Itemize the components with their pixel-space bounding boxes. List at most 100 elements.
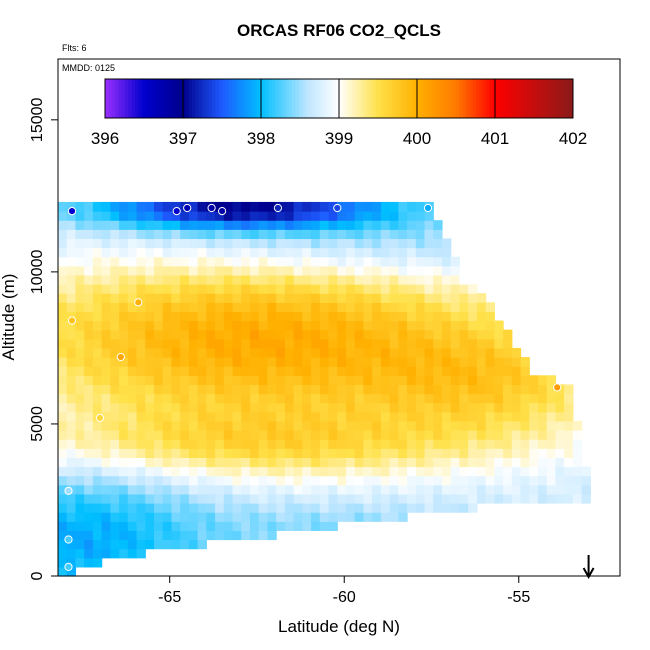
heatmap-cell [145, 293, 155, 303]
colorbar-swatch [128, 79, 133, 118]
heatmap-cell [468, 384, 478, 395]
heatmap-cell [101, 256, 111, 267]
heatmap-cell [433, 402, 443, 413]
heatmap-cell [284, 411, 295, 422]
heatmap-cell [206, 220, 216, 230]
heatmap-cell [119, 430, 129, 440]
heatmap-cell [363, 220, 373, 230]
heatmap-cell [293, 439, 303, 449]
heatmap-cell [572, 475, 583, 486]
heatmap-cell [363, 256, 373, 267]
heatmap-cell [407, 439, 417, 449]
heatmap-cell [328, 402, 338, 413]
heatmap-cell [171, 329, 181, 340]
heatmap-cell [162, 247, 173, 258]
heatmap-cell [468, 293, 478, 303]
heatmap-cell [162, 539, 173, 550]
heatmap-cell [215, 274, 225, 285]
heatmap-cell [267, 466, 277, 477]
heatmap-cell [424, 402, 434, 413]
heatmap-cell [441, 311, 452, 322]
heatmap-cell [127, 420, 138, 431]
colorbar-swatch [308, 79, 313, 118]
heatmap-cell [459, 457, 469, 468]
heatmap-cell [249, 220, 260, 230]
colorbar-swatch [108, 79, 113, 118]
heatmap-cell [337, 238, 347, 249]
colorbar-swatch [298, 79, 303, 118]
heatmap-cell [537, 484, 548, 495]
heatmap-cell [162, 384, 173, 395]
heatmap-cell [101, 439, 111, 449]
heatmap-cell [363, 512, 373, 522]
heatmap-cell [101, 274, 111, 285]
heatmap-cell [180, 393, 190, 404]
heatmap-cell [476, 402, 487, 413]
heatmap-cell [581, 466, 591, 477]
heatmap-cell [372, 393, 382, 404]
heatmap-cell [249, 347, 260, 358]
heatmap-cell [267, 503, 277, 513]
heatmap-cell [153, 366, 164, 376]
heatmap-cell [433, 347, 443, 358]
heatmap-cell [319, 393, 330, 404]
heatmap-cell [241, 338, 251, 349]
heatmap-cell [276, 366, 286, 376]
heatmap-cell [345, 448, 356, 458]
heatmap-cell [450, 293, 461, 303]
heatmap-cell [171, 284, 181, 294]
heatmap-cell [127, 366, 138, 376]
heatmap-cell [485, 457, 495, 468]
colorbar-swatch [339, 79, 343, 118]
heatmap-cell [153, 357, 164, 367]
heatmap-cell [241, 521, 251, 531]
heatmap-cell [372, 430, 382, 440]
heatmap-cell [206, 411, 216, 422]
heatmap-cell [459, 329, 469, 340]
observation-point [116, 352, 125, 362]
heatmap-cell [311, 493, 321, 504]
heatmap-cell [180, 338, 190, 349]
heatmap-cell [485, 475, 495, 486]
heatmap-cell [267, 320, 277, 331]
heatmap-cell [249, 484, 260, 495]
heatmap-cell [345, 512, 356, 522]
heatmap-cell [66, 530, 77, 541]
heatmap-cell [171, 220, 181, 230]
heatmap-cell [267, 201, 277, 212]
heatmap-cell [92, 430, 103, 440]
heatmap-cell [537, 448, 548, 458]
heatmap-cell [249, 512, 260, 522]
heatmap-cell [232, 274, 242, 285]
heatmap-cell [319, 366, 330, 376]
colorbar-swatch [506, 79, 510, 118]
heatmap-cell [433, 256, 443, 267]
heatmap-cell [450, 357, 461, 367]
heatmap-cell [58, 475, 68, 486]
heatmap-cell [389, 311, 399, 322]
colorbar-swatch [469, 79, 474, 118]
heatmap-cell [503, 448, 513, 458]
heatmap-cell [171, 475, 181, 486]
heatmap-cell [92, 311, 103, 322]
heatmap-cell [119, 357, 129, 367]
heatmap-cell [162, 284, 173, 294]
heatmap-cell [450, 347, 461, 358]
heatmap-cell [58, 247, 68, 258]
heatmap-cell [311, 512, 321, 522]
heatmap-cell [75, 430, 85, 440]
heatmap-cell [398, 284, 408, 294]
heatmap-cell [354, 256, 365, 267]
heatmap-cell [162, 302, 173, 313]
heatmap-cell [319, 503, 330, 513]
heatmap-cell [58, 357, 68, 367]
heatmap-cell [407, 320, 417, 331]
heatmap-cell [162, 211, 173, 221]
heatmap-cell [450, 466, 461, 477]
heatmap-cell [284, 229, 295, 240]
heatmap-cell [241, 530, 251, 541]
heatmap-cell [424, 448, 434, 458]
heatmap-cell [372, 475, 382, 486]
heatmap-cell [188, 539, 199, 550]
heatmap-cell [136, 375, 146, 385]
